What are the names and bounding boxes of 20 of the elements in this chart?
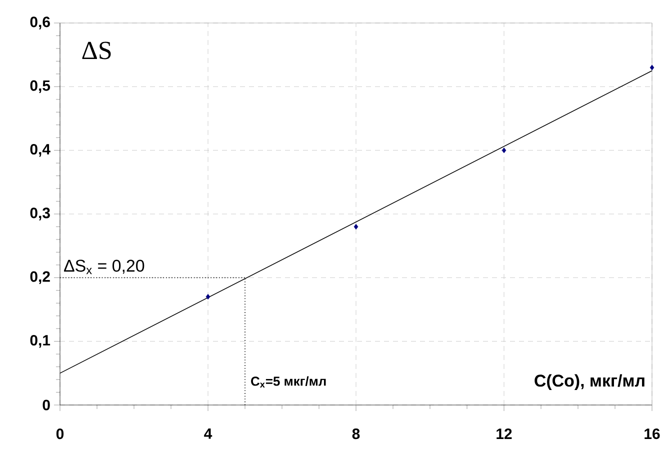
y-axis-title: ΔS <box>82 42 111 60</box>
y-tick-label: 0,5 <box>30 80 50 94</box>
x-tick-label: 8 <box>352 428 360 440</box>
y-tick-label: 0,2 <box>30 271 50 284</box>
x-tick-label: 4 <box>204 428 212 439</box>
point <box>354 224 358 230</box>
ref-line-label: C$_{x}$=5 мкг/мл <box>251 376 326 388</box>
y-tick-label: 0,4 <box>30 144 50 157</box>
x-tick-label: 12 <box>496 428 512 439</box>
x-axis-title: C(Co), мкг/мл <box>534 374 644 390</box>
ref-line-label: ΔS$_{x}$ = 0,20 <box>64 260 144 274</box>
point <box>206 294 210 300</box>
y-tick-label: 0,6 <box>30 16 50 30</box>
point <box>650 64 654 70</box>
x-tick-label: 0 <box>56 428 64 440</box>
y-tick-label: 0 <box>42 400 50 410</box>
y-tick-label: 0,1 <box>30 334 50 348</box>
y-tick-label: 0,3 <box>30 208 50 220</box>
x-tick-label: 16 <box>644 428 660 440</box>
point <box>502 148 506 154</box>
